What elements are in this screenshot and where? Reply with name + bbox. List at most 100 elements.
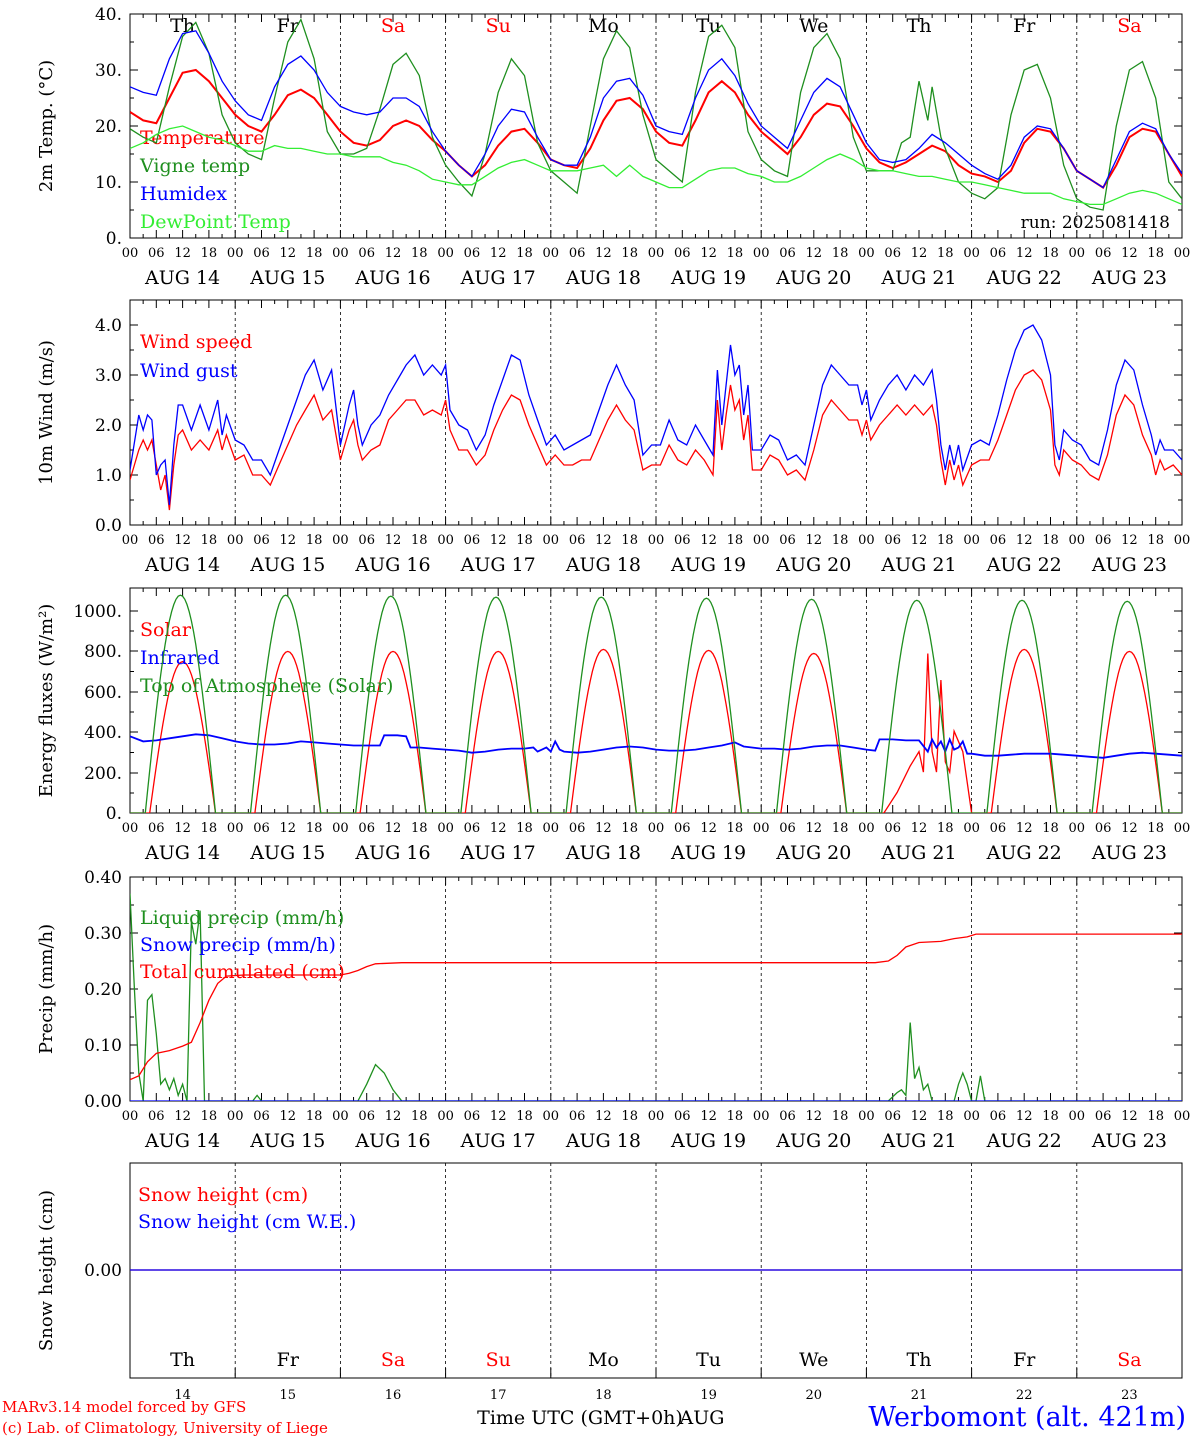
y-axis-title: Snow height (cm) bbox=[36, 1190, 57, 1351]
day-number-label: 15 bbox=[280, 1388, 297, 1403]
x-hour-label: 00 bbox=[543, 821, 560, 836]
series-line-liquid-precip-mm-h- bbox=[130, 893, 1182, 1101]
x-hour-label: 00 bbox=[858, 533, 875, 548]
series-line-vigne-temp bbox=[130, 18, 1182, 211]
x-hour-label: 06 bbox=[358, 246, 375, 261]
y-axis-title: 10m Wind (m/s) bbox=[36, 340, 57, 485]
x-hour-label: 00 bbox=[227, 246, 244, 261]
y-tick-label: 200. bbox=[84, 764, 122, 784]
x-hour-label: 06 bbox=[884, 246, 901, 261]
x-hour-label: 18 bbox=[516, 533, 533, 548]
x-hour-label: 00 bbox=[963, 821, 980, 836]
x-hour-label: 18 bbox=[201, 821, 218, 836]
legend-entry: Snow height (cm) bbox=[138, 1184, 308, 1206]
x-date-label: AUG 21 bbox=[880, 842, 956, 864]
day-name-label: Su bbox=[486, 1349, 511, 1371]
y-tick-label: 0.20 bbox=[84, 980, 122, 1000]
x-hour-label: 12 bbox=[700, 533, 717, 548]
x-hour-label: 18 bbox=[306, 1109, 323, 1124]
x-hour-label: 00 bbox=[648, 246, 665, 261]
x-hour-label: 00 bbox=[1174, 533, 1191, 548]
x-date-label: AUG 23 bbox=[1091, 1130, 1167, 1152]
x-hour-label: 18 bbox=[1042, 821, 1059, 836]
x-hour-label: 18 bbox=[306, 821, 323, 836]
x-hour-label: 12 bbox=[280, 1109, 297, 1124]
day-name-label: Mo bbox=[588, 1349, 619, 1371]
x-hour-label: 12 bbox=[911, 533, 928, 548]
x-hour-label: 00 bbox=[963, 246, 980, 261]
day-name-label: Sa bbox=[1117, 15, 1141, 37]
x-hour-label: 18 bbox=[516, 1109, 533, 1124]
x-date-label: AUG 20 bbox=[775, 842, 851, 864]
y-tick-label: 800. bbox=[84, 642, 122, 662]
y-tick-label: 40. bbox=[95, 5, 122, 25]
x-hour-label: 12 bbox=[1016, 246, 1033, 261]
x-hour-label: 12 bbox=[490, 821, 507, 836]
legend-entry: Snow precip (mm/h) bbox=[140, 934, 336, 956]
x-date-label: AUG 19 bbox=[670, 842, 746, 864]
y-tick-label: 30. bbox=[95, 61, 122, 81]
x-hour-label: 06 bbox=[569, 533, 586, 548]
x-hour-label: 00 bbox=[1069, 533, 1086, 548]
y-tick-label: 10. bbox=[95, 173, 122, 193]
day-name-label: Fr bbox=[277, 1349, 300, 1371]
y-tick-label: 2.0 bbox=[95, 416, 122, 436]
x-hour-label: 06 bbox=[464, 246, 481, 261]
x-hour-label: 06 bbox=[358, 1109, 375, 1124]
y-tick-label: 4.0 bbox=[95, 316, 122, 336]
x-hour-label: 00 bbox=[858, 246, 875, 261]
x-hour-label: 00 bbox=[858, 1109, 875, 1124]
day-name-label: We bbox=[799, 15, 828, 37]
x-hour-label: 12 bbox=[385, 533, 402, 548]
x-date-label: AUG 22 bbox=[986, 267, 1062, 289]
x-hour-label: 18 bbox=[832, 821, 849, 836]
x-hour-label: 06 bbox=[1095, 246, 1112, 261]
legend-entry: Liquid precip (mm/h) bbox=[140, 907, 344, 929]
x-hour-label: 06 bbox=[148, 1109, 165, 1124]
x-hour-label: 18 bbox=[1147, 1109, 1164, 1124]
x-hour-label: 18 bbox=[727, 533, 744, 548]
x-date-label: AUG 20 bbox=[775, 554, 851, 576]
x-hour-label: 12 bbox=[280, 821, 297, 836]
x-hour-label: 18 bbox=[1147, 533, 1164, 548]
day-name-label: Fr bbox=[1013, 1349, 1036, 1371]
x-hour-label: 00 bbox=[648, 821, 665, 836]
x-hour-label: 06 bbox=[674, 533, 691, 548]
x-hour-label: 06 bbox=[358, 821, 375, 836]
x-hour-label: 12 bbox=[385, 821, 402, 836]
x-hour-label: 12 bbox=[806, 1109, 823, 1124]
day-name-label: Tu bbox=[696, 15, 721, 37]
y-axis-title: Energy fluxes (W/m²) bbox=[36, 604, 57, 798]
x-hour-label: 12 bbox=[1121, 246, 1138, 261]
x-hour-label: 00 bbox=[332, 533, 349, 548]
x-hour-label: 00 bbox=[648, 533, 665, 548]
x-date-label: AUG 14 bbox=[144, 1130, 220, 1152]
x-hour-label: 12 bbox=[595, 246, 612, 261]
series-line-top-of-atmosphere-solar- bbox=[130, 594, 1182, 813]
x-date-label: AUG 17 bbox=[460, 554, 536, 576]
x-hour-label: 18 bbox=[411, 246, 428, 261]
x-hour-label: 00 bbox=[1174, 821, 1191, 836]
x-hour-label: 12 bbox=[595, 821, 612, 836]
x-date-label: AUG 17 bbox=[460, 1130, 536, 1152]
x-hour-label: 18 bbox=[411, 821, 428, 836]
x-hour-label: 00 bbox=[963, 1109, 980, 1124]
x-hour-label: 18 bbox=[727, 821, 744, 836]
x-hour-label: 00 bbox=[753, 246, 770, 261]
lab-credit-line: (c) Lab. of Climatology, University of L… bbox=[2, 1419, 328, 1437]
series-line-wind-gust bbox=[130, 324, 1182, 506]
y-tick-label: 0.00 bbox=[84, 1261, 122, 1281]
x-date-label: AUG 23 bbox=[1091, 554, 1167, 576]
legend-entry: Wind speed bbox=[140, 331, 252, 353]
series-line-total-cumulated-cm- bbox=[130, 933, 1182, 1081]
y-tick-label: 0.0 bbox=[95, 516, 122, 536]
x-hour-label: 06 bbox=[253, 821, 270, 836]
x-hour-label: 00 bbox=[543, 1109, 560, 1124]
x-hour-label: 06 bbox=[779, 1109, 796, 1124]
x-hour-label: 06 bbox=[674, 246, 691, 261]
x-hour-label: 18 bbox=[937, 821, 954, 836]
day-name-label: Sa bbox=[381, 1349, 405, 1371]
x-hour-label: 12 bbox=[1016, 1109, 1033, 1124]
panel-frame bbox=[129, 299, 1183, 526]
